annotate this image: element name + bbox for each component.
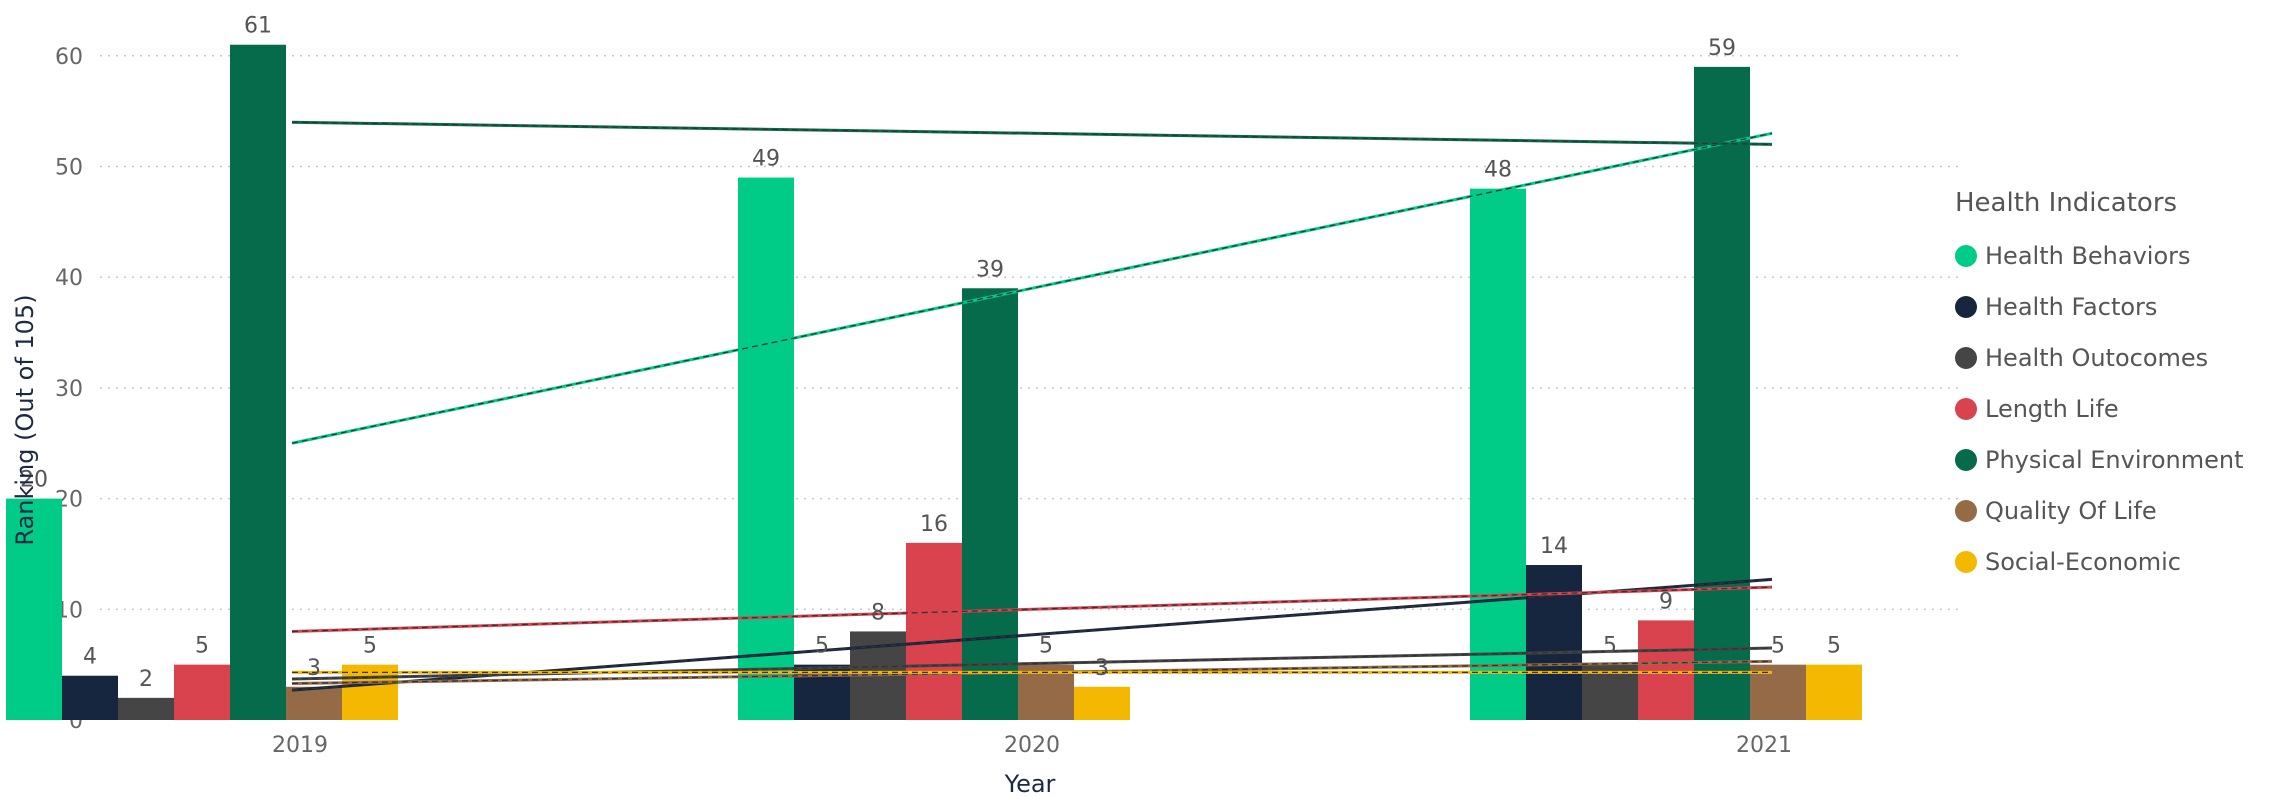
x-axis-ticks: 2019 2020 2021 — [272, 733, 1792, 758]
legend-item[interactable]: Length Life — [1955, 383, 2244, 434]
y-tick-label: 40 — [55, 266, 83, 291]
legend-label: Length Life — [1985, 394, 2119, 423]
legend-label: Physical Environment — [1985, 445, 2244, 474]
data-label: 49 — [752, 147, 780, 172]
legend-item[interactable]: Social-Economic — [1955, 536, 2244, 587]
data-label: 8 — [871, 600, 885, 625]
y-tick-label: 60 — [55, 45, 83, 70]
y-tick-label: 50 — [55, 156, 83, 181]
y-axis-title: Ranking (Out of 105) — [11, 294, 39, 545]
legend-marker — [1955, 448, 1977, 471]
data-label: 9 — [1659, 589, 1673, 614]
bar — [906, 542, 962, 720]
x-axis-title: Year — [1004, 770, 1056, 798]
legend-label: Health Outocomes — [1985, 343, 2209, 372]
data-label: 2 — [139, 667, 153, 692]
x-tick-label: 2021 — [1736, 733, 1792, 758]
data-label: 39 — [976, 257, 1004, 282]
bar — [738, 177, 794, 720]
legend-title: Health Indicators — [1955, 188, 2178, 218]
legend-item[interactable]: Health Factors — [1955, 281, 2244, 332]
x-tick-label: 2020 — [1004, 733, 1060, 758]
data-label: 5 — [1039, 634, 1053, 659]
legend-marker — [1955, 550, 1977, 573]
data-label: 5 — [1603, 634, 1617, 659]
bar — [1074, 686, 1130, 720]
bar — [174, 664, 230, 720]
bar — [1694, 66, 1750, 721]
legend-marker — [1955, 346, 1977, 369]
legend: Health Indicators Health Behaviors Health… — [1955, 188, 2244, 587]
data-label: 3 — [1095, 656, 1109, 681]
legend-item[interactable]: Quality Of Life — [1955, 485, 2244, 536]
bar — [1806, 664, 1862, 720]
data-label: 3 — [307, 656, 321, 681]
data-label: 4 — [83, 645, 97, 670]
legend-marker — [1955, 295, 1977, 318]
data-label: 5 — [1771, 634, 1785, 659]
bar — [118, 697, 174, 720]
bar — [962, 288, 1018, 720]
y-tick-label: 30 — [55, 377, 83, 402]
trendline-dash — [291, 647, 1773, 680]
gridlines — [100, 55, 1960, 611]
trendline-dash — [291, 578, 1773, 691]
data-label: 5 — [1827, 634, 1841, 659]
bar — [230, 44, 286, 721]
data-label: 14 — [1540, 534, 1568, 559]
legend-label: Health Behaviors — [1985, 241, 2191, 270]
bar — [6, 498, 62, 720]
legend-marker — [1955, 397, 1977, 420]
trendline-dash — [291, 132, 1773, 444]
legend-items: Health Behaviors Health Factors Health Out… — [1955, 230, 2244, 587]
bar — [1638, 620, 1694, 720]
legend-label: Health Factors — [1985, 292, 2158, 321]
data-label: 5 — [195, 634, 209, 659]
legend-label: Social-Economic — [1985, 547, 2181, 576]
legend-label: Quality Of Life — [1985, 496, 2157, 525]
data-label: 59 — [1708, 36, 1736, 61]
legend-item[interactable]: Health Behaviors — [1955, 230, 2244, 281]
data-label: 48 — [1484, 158, 1512, 183]
data-label: 16 — [920, 512, 948, 537]
legend-marker — [1955, 499, 1977, 522]
bar — [286, 686, 342, 720]
bar — [62, 675, 118, 720]
data-label: 61 — [244, 14, 272, 39]
data-label: 5 — [815, 634, 829, 659]
trendline-dash — [291, 586, 1773, 633]
data-label: 5 — [363, 634, 377, 659]
x-tick-label: 2019 — [272, 733, 328, 758]
bars — [6, 44, 1862, 721]
legend-item[interactable]: Health Outocomes — [1955, 332, 2244, 383]
bar — [1470, 188, 1526, 720]
trendlines — [291, 120, 1773, 692]
data-label: 20 — [20, 468, 48, 493]
legend-item[interactable]: Physical Environment — [1955, 434, 2244, 485]
bar — [1526, 565, 1582, 720]
trendline-dash — [291, 121, 1773, 146]
legend-marker — [1955, 244, 1977, 267]
